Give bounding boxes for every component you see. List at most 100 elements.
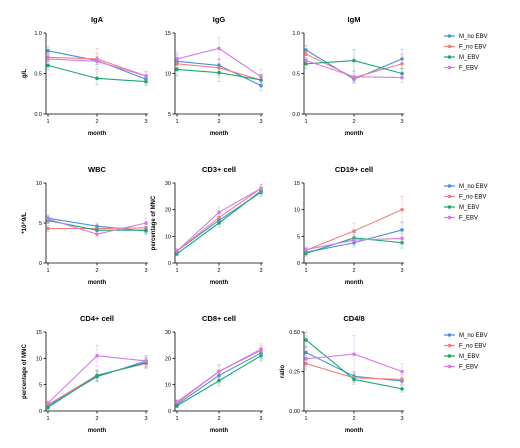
- legend-label: F_EBV: [459, 365, 478, 371]
- legend-swatch-marker: [447, 194, 452, 199]
- chart-title: IgM: [348, 15, 361, 24]
- y-tick-label: 10: [165, 383, 171, 389]
- chart-panel-9: CD4/8 0.00 0.25 0.50 1 2 3 month ratio M_no EBV F_…: [280, 314, 488, 434]
- legend-swatch-marker: [447, 333, 452, 337]
- data-point: [217, 221, 221, 225]
- y-tick-label: 0.50: [289, 330, 300, 336]
- y-tick-label: 0.0: [34, 112, 42, 118]
- x-tick-label: 3: [400, 416, 403, 422]
- y-tick-label: 0: [297, 261, 300, 267]
- series-line: [47, 360, 147, 407]
- data-point: [46, 405, 50, 410]
- y-tick-label: 0: [168, 261, 171, 267]
- y-tick-label: 0: [39, 261, 42, 267]
- data-point: [217, 378, 221, 383]
- data-point: [217, 46, 221, 51]
- legend-swatch-marker: [447, 215, 452, 220]
- legend-swatch-marker: [447, 343, 452, 348]
- series-line: [47, 362, 147, 408]
- data-point: [95, 373, 99, 378]
- chart-panel-7: CD4+ cell 0 5 10 15 1 2 3 month percentage of MNC: [22, 314, 148, 434]
- legend-swatch-marker: [447, 205, 452, 209]
- x-tick-label: 3: [144, 119, 147, 125]
- data-point: [352, 377, 356, 382]
- legend-label: M_EBV: [459, 55, 479, 61]
- x-tick-label: 1: [304, 416, 307, 422]
- legend-label: M_no EBV: [459, 184, 488, 190]
- x-tick-label: 2: [352, 119, 355, 125]
- chart-panel-8: CD8+ cell 0 10 20 30 1 2 3 month: [165, 314, 263, 434]
- y-tick-label: 0.0: [292, 112, 300, 118]
- legend-label: M_EBV: [459, 354, 479, 360]
- data-point: [304, 357, 308, 361]
- x-tick-label: 2: [217, 416, 220, 422]
- x-axis-label: month: [88, 428, 107, 434]
- y-tick-label: 0.5: [292, 72, 300, 78]
- y-tick-label: 1.0: [34, 31, 42, 37]
- y-axis-label: ratio: [280, 365, 286, 378]
- legend-swatch-marker: [447, 34, 452, 38]
- data-point: [144, 228, 148, 232]
- x-tick-label: 1: [46, 119, 49, 125]
- data-point: [304, 338, 308, 342]
- y-tick-label: 20: [165, 356, 171, 362]
- data-point: [46, 63, 50, 68]
- y-tick-label: 0.25: [289, 370, 300, 376]
- legend-swatch-marker: [447, 44, 452, 49]
- data-point: [95, 232, 99, 236]
- y-tick-label: 5: [39, 383, 42, 389]
- y-tick-label: 15: [294, 181, 300, 187]
- data-point: [144, 221, 148, 225]
- legend-label: M_EBV: [459, 205, 479, 211]
- legend-swatch-marker: [447, 65, 452, 70]
- y-axis-label: *10^9/L: [22, 212, 28, 234]
- y-tick-label: 5: [39, 221, 42, 227]
- x-tick-label: 3: [400, 119, 403, 125]
- legend-label: F_EBV: [459, 66, 478, 72]
- x-tick-label: 2: [352, 416, 355, 422]
- x-axis-label: month: [210, 280, 229, 286]
- y-tick-label: 30: [165, 181, 171, 187]
- data-point: [175, 67, 179, 72]
- y-axis-label: percentage of MNC: [151, 195, 157, 250]
- legend-label: M_no EBV: [459, 333, 488, 339]
- y-tick-label: 1.0: [292, 31, 300, 37]
- data-point: [400, 61, 404, 66]
- x-axis-label: month: [210, 428, 229, 434]
- x-tick-label: 3: [144, 416, 147, 422]
- chart-panel-6: CD19+ cell 0 5 10 15 1 2 3 month M_no EBV F_no EBV…: [294, 165, 488, 286]
- data-point: [259, 74, 263, 79]
- x-tick-label: 2: [95, 119, 98, 125]
- data-point: [400, 369, 404, 374]
- x-axis-label: month: [88, 131, 107, 137]
- data-point: [144, 74, 148, 78]
- x-tick-label: 3: [400, 268, 403, 274]
- legend-swatch-marker: [447, 354, 452, 358]
- data-point: [400, 75, 404, 80]
- y-tick-label: 5: [297, 234, 300, 240]
- x-tick-label: 1: [175, 416, 178, 422]
- data-point: [46, 57, 50, 61]
- x-tick-label: 1: [46, 416, 49, 422]
- x-tick-label: 1: [304, 268, 307, 274]
- legend-label: M_no EBV: [459, 34, 488, 40]
- x-tick-label: 1: [175, 119, 178, 125]
- data-point: [175, 399, 179, 404]
- y-tick-label: 15: [36, 330, 42, 336]
- data-point: [175, 403, 179, 408]
- y-tick-label: 10: [165, 234, 171, 240]
- data-point: [46, 401, 50, 405]
- data-point: [95, 76, 99, 81]
- x-axis-label: month: [345, 428, 364, 434]
- data-point: [175, 251, 179, 256]
- data-point: [400, 387, 404, 391]
- x-tick-label: 3: [259, 119, 262, 125]
- data-point: [352, 352, 356, 356]
- x-axis-label: month: [210, 131, 229, 137]
- y-tick-label: 15: [165, 31, 171, 37]
- data-point: [400, 236, 404, 241]
- x-axis-label: month: [88, 280, 107, 286]
- data-point: [95, 353, 99, 358]
- chart-title: IgG: [213, 15, 226, 24]
- y-tick-label: 0: [39, 409, 42, 415]
